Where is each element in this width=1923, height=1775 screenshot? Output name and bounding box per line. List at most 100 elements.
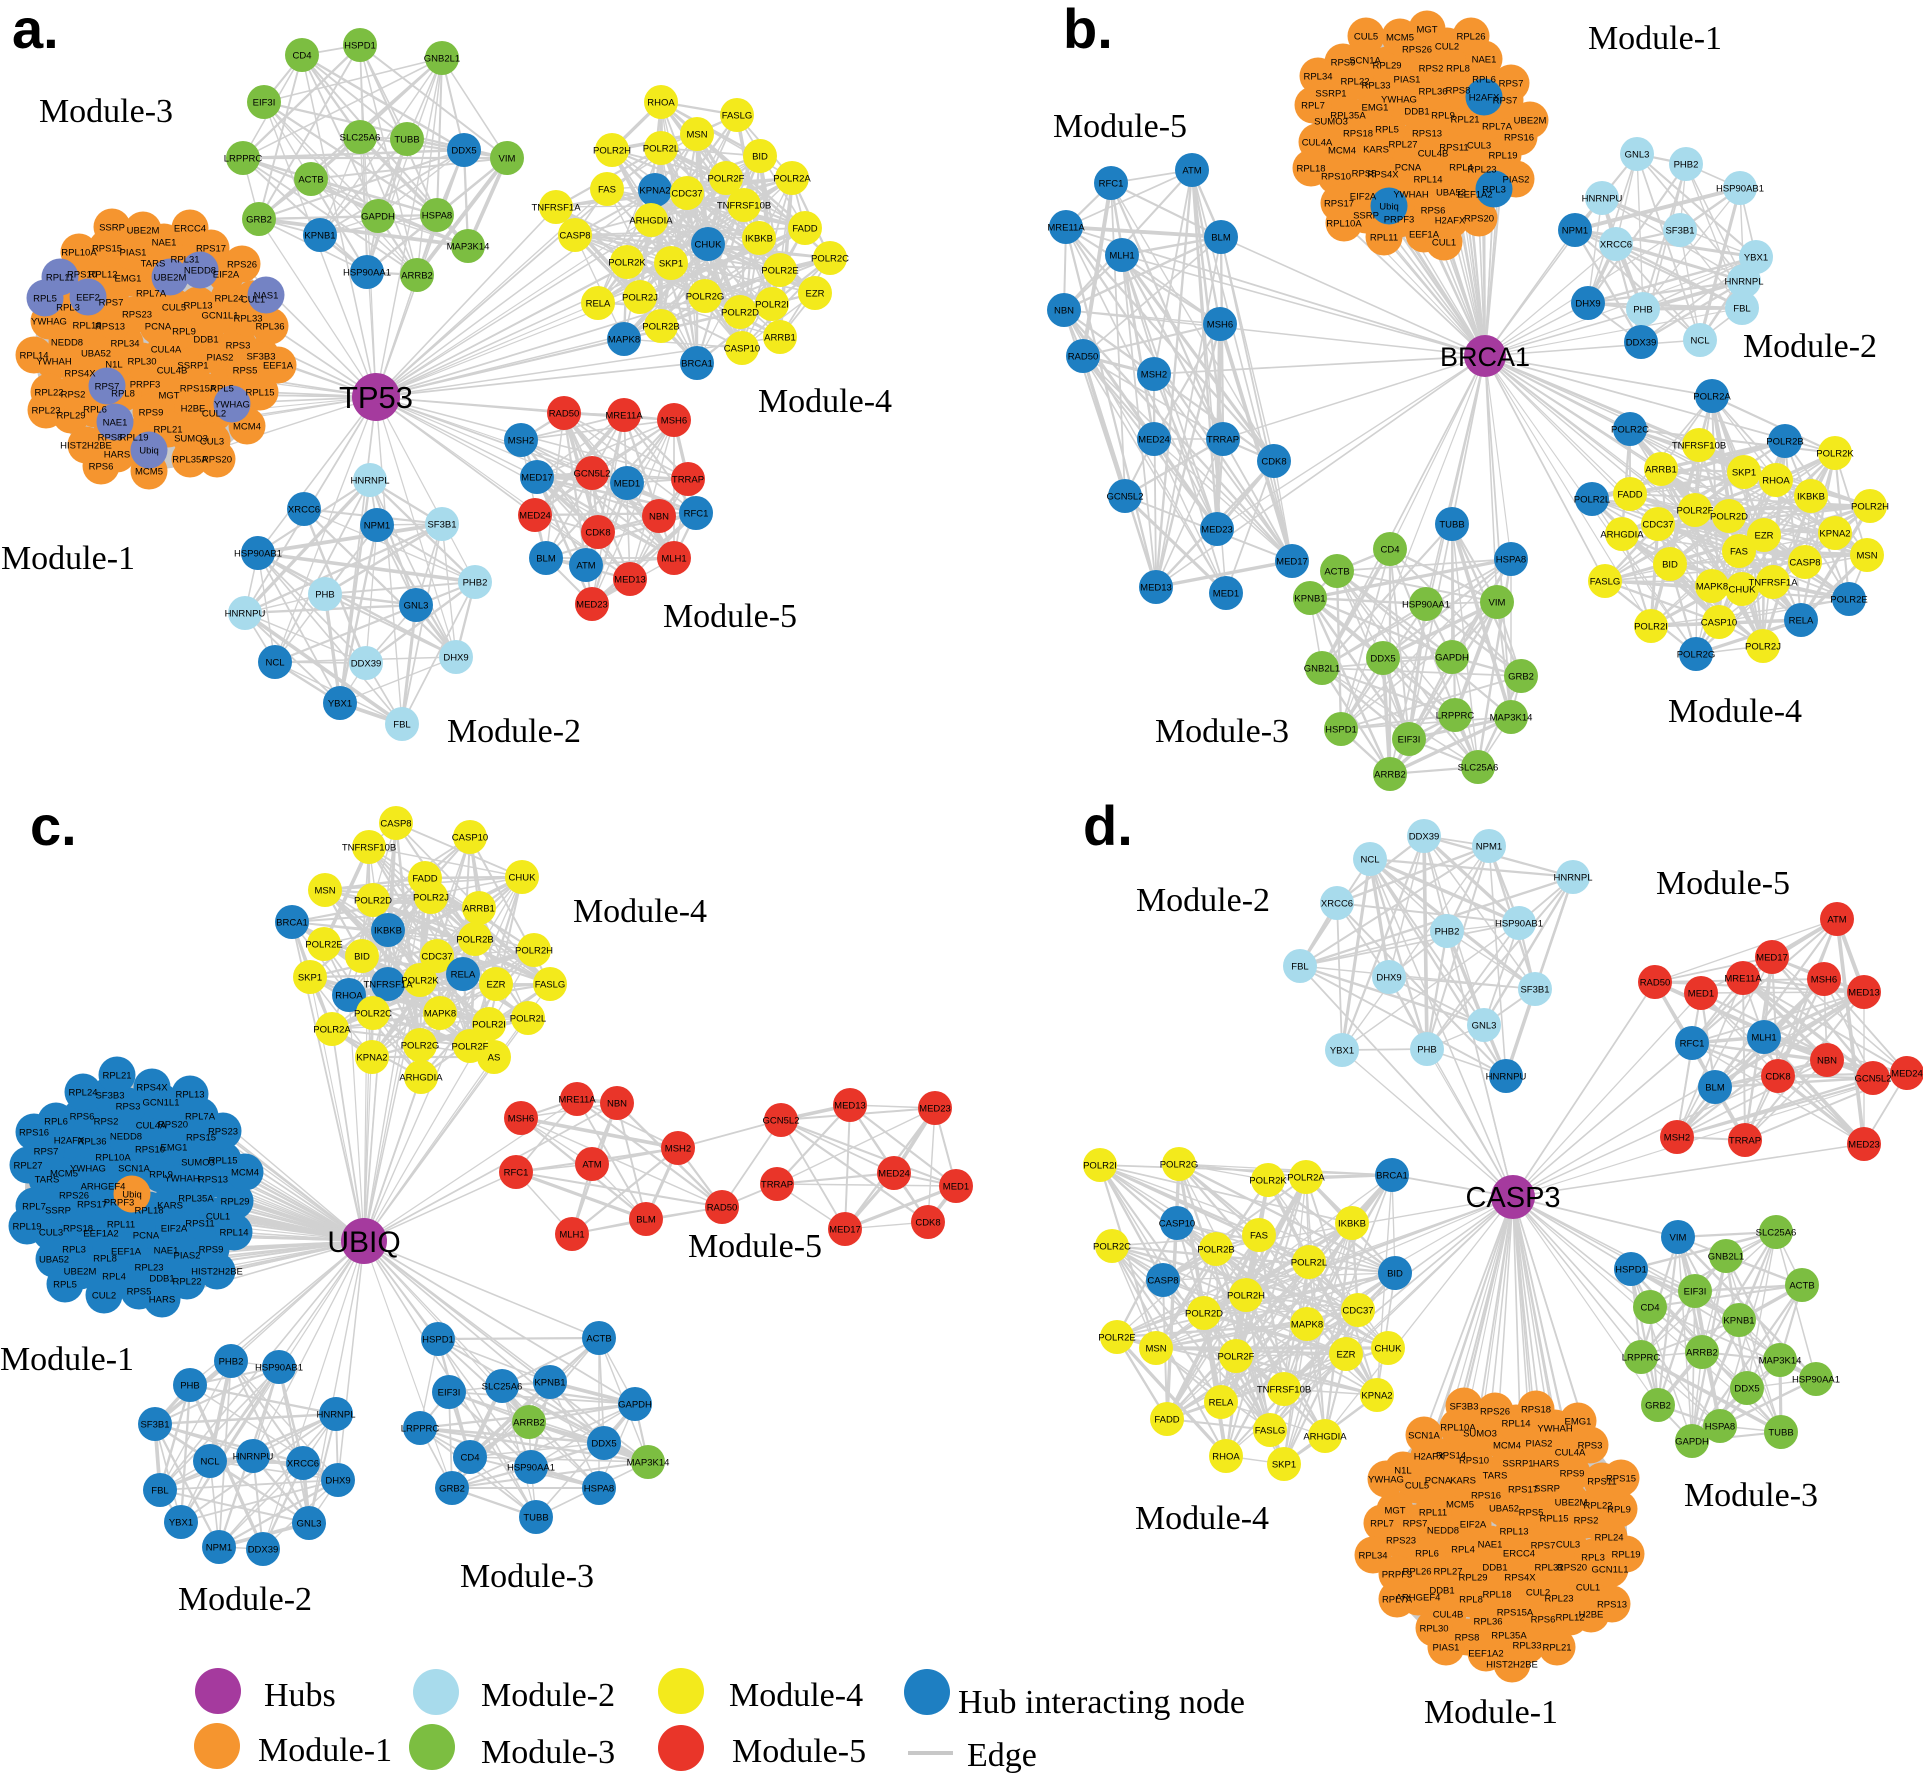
svg-text:RPL34: RPL34	[1358, 1551, 1387, 1562]
svg-text:POLR2H: POLR2H	[1227, 1291, 1265, 1302]
svg-text:SCN1A: SCN1A	[118, 1164, 150, 1175]
svg-text:RPL10A: RPL10A	[1326, 219, 1362, 230]
svg-text:HSP90AB1: HSP90AB1	[1716, 184, 1764, 195]
svg-text:VIM: VIM	[1489, 598, 1506, 609]
svg-text:RPL33: RPL33	[1361, 81, 1390, 92]
svg-text:CHUK: CHUK	[1375, 1344, 1403, 1355]
svg-text:HSP90AA1: HSP90AA1	[507, 1463, 555, 1474]
svg-text:KARS: KARS	[1363, 145, 1389, 156]
svg-text:RPL18: RPL18	[1482, 1590, 1511, 1601]
svg-text:TUBB: TUBB	[394, 135, 419, 146]
svg-text:HNRNPL: HNRNPL	[316, 1410, 355, 1421]
svg-text:KARS: KARS	[1450, 1476, 1476, 1487]
svg-text:GRB2: GRB2	[1645, 1401, 1671, 1412]
svg-text:RPS26: RPS26	[1480, 1407, 1510, 1418]
svg-text:MAPK8: MAPK8	[424, 1009, 456, 1020]
svg-text:RPL15: RPL15	[1539, 1514, 1568, 1525]
svg-text:CASP10: CASP10	[1159, 1219, 1195, 1230]
svg-text:SSRP: SSRP	[45, 1206, 71, 1217]
svg-text:POLR2L: POLR2L	[1574, 495, 1610, 506]
svg-text:MED1: MED1	[614, 479, 640, 490]
svg-text:ARHGEF4: ARHGEF4	[81, 1182, 126, 1193]
svg-text:SUMO3: SUMO3	[181, 1158, 215, 1169]
svg-text:HIST2H2BE: HIST2H2BE	[1486, 1660, 1538, 1671]
svg-text:MED24: MED24	[519, 511, 551, 522]
svg-text:MSH2: MSH2	[1664, 1133, 1690, 1144]
svg-text:RPL10A: RPL10A	[61, 248, 97, 259]
svg-text:PHB: PHB	[1417, 1045, 1437, 1056]
svg-text:RHOA: RHOA	[647, 98, 675, 109]
svg-text:IKBKB: IKBKB	[1338, 1219, 1366, 1230]
svg-text:HNRNPU: HNRNPU	[1486, 1072, 1527, 1083]
svg-text:H2AFX: H2AFX	[1469, 93, 1500, 104]
svg-text:Module-1: Module-1	[258, 1732, 392, 1769]
svg-text:Module-2: Module-2	[1136, 882, 1270, 919]
svg-text:TNFRSF1A: TNFRSF1A	[1748, 578, 1798, 589]
svg-text:ARHGDIA: ARHGDIA	[1600, 530, 1644, 541]
svg-text:POLR2D: POLR2D	[1710, 512, 1748, 523]
svg-text:GNB2L1: GNB2L1	[1304, 664, 1340, 675]
svg-text:NPM1: NPM1	[364, 521, 390, 532]
svg-text:FADD: FADD	[792, 224, 817, 235]
svg-text:FASLG: FASLG	[535, 980, 566, 991]
svg-text:RPS20: RPS20	[202, 455, 232, 466]
svg-text:GCN1L1: GCN1L1	[1592, 1565, 1629, 1576]
svg-text:CUL1: CUL1	[1432, 238, 1456, 249]
svg-text:RPL35A: RPL35A	[1330, 111, 1366, 122]
svg-text:RPL33: RPL33	[1512, 1641, 1541, 1652]
svg-text:RPL8: RPL8	[93, 1254, 117, 1265]
svg-text:RPL18: RPL18	[134, 1206, 163, 1217]
svg-text:DDB1: DDB1	[193, 335, 218, 346]
svg-text:PCNA: PCNA	[145, 322, 172, 333]
svg-text:POLR2B: POLR2B	[1197, 1245, 1235, 1256]
svg-text:YWHAH: YWHAH	[164, 1174, 200, 1185]
svg-text:CD4: CD4	[292, 51, 311, 62]
svg-text:Module-5: Module-5	[1053, 108, 1187, 145]
svg-text:EEF1A2: EEF1A2	[83, 1229, 118, 1240]
svg-text:RPS23: RPS23	[208, 1127, 238, 1138]
svg-text:SLC25A6: SLC25A6	[482, 1382, 523, 1393]
svg-text:RPS11: RPS11	[185, 1219, 214, 1230]
svg-text:PRPF3: PRPF3	[1384, 215, 1415, 226]
svg-text:FAS: FAS	[1730, 547, 1748, 558]
svg-text:PIAS2: PIAS2	[174, 1251, 201, 1262]
svg-text:UBE2M: UBE2M	[127, 226, 160, 237]
svg-text:MED23: MED23	[1848, 1140, 1880, 1151]
svg-text:POLR2D: POLR2D	[354, 896, 392, 907]
svg-text:RPL5: RPL5	[33, 294, 57, 305]
svg-text:RPS17: RPS17	[1324, 199, 1354, 210]
svg-text:POLR2B: POLR2B	[1766, 437, 1804, 448]
svg-text:RPS3: RPS3	[1578, 1441, 1603, 1452]
svg-text:ACTB: ACTB	[1789, 1281, 1814, 1292]
svg-text:DHX9: DHX9	[443, 653, 468, 664]
svg-text:HSPA8: HSPA8	[422, 211, 452, 222]
svg-text:RPL19: RPL19	[1611, 1550, 1640, 1561]
svg-text:Ubiq: Ubiq	[1379, 202, 1399, 213]
svg-text:RPL8: RPL8	[111, 389, 135, 400]
svg-text:RPS3: RPS3	[226, 341, 251, 352]
svg-text:RPS4X: RPS4X	[136, 1083, 168, 1094]
svg-text:MSH6: MSH6	[508, 1114, 534, 1125]
svg-text:RPL30: RPL30	[127, 357, 156, 368]
svg-text:FADD: FADD	[1617, 490, 1642, 501]
svg-text:POLR2F: POLR2F	[1677, 506, 1714, 517]
svg-text:MED13: MED13	[1140, 583, 1172, 594]
svg-text:POLR2L: POLR2L	[1291, 1258, 1327, 1269]
svg-text:GNB2L1: GNB2L1	[1708, 1252, 1744, 1263]
svg-text:RPL9: RPL9	[1607, 1505, 1631, 1516]
svg-text:UBA52: UBA52	[1489, 1504, 1519, 1515]
svg-text:RPL23: RPL23	[1544, 1594, 1573, 1605]
svg-text:SF3B1: SF3B1	[427, 520, 456, 531]
svg-text:GNL3: GNL3	[404, 601, 429, 612]
svg-text:SF3B3: SF3B3	[1449, 1402, 1478, 1413]
svg-text:RPL18: RPL18	[1296, 164, 1325, 175]
svg-text:RPS15: RPS15	[92, 244, 122, 255]
svg-text:TNFRSF10B: TNFRSF10B	[1257, 1385, 1311, 1396]
svg-text:Module-1: Module-1	[0, 1341, 134, 1378]
svg-text:POLR2I: POLR2I	[1083, 1161, 1117, 1172]
svg-text:RPL8: RPL8	[1446, 64, 1470, 75]
svg-text:ARHGDIA: ARHGDIA	[629, 216, 673, 227]
svg-text:RPS9: RPS9	[1331, 58, 1356, 69]
svg-text:MED13: MED13	[834, 1101, 866, 1112]
svg-text:YWHAH: YWHAH	[36, 357, 72, 368]
